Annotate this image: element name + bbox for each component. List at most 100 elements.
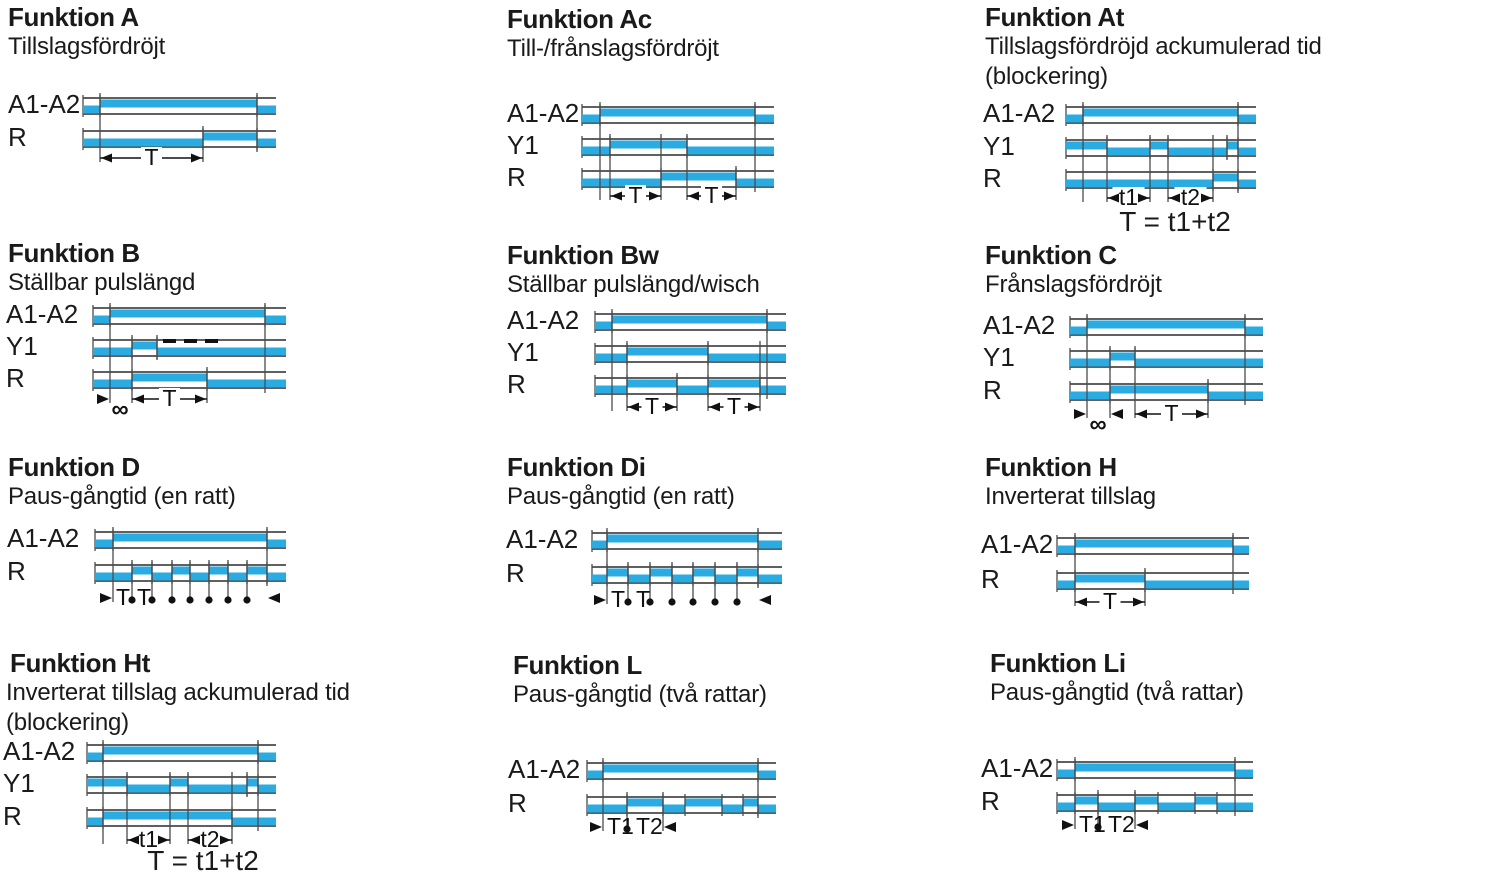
funktion-bw-title: Funktion Bw (507, 240, 659, 270)
signal-label: R (506, 558, 525, 588)
time-dimension-label: T (704, 182, 718, 208)
interval-dot-icon (148, 596, 156, 604)
signal-label: A1-A2 (981, 753, 1053, 783)
funktion-li-subtitle: Paus-gångtid (två rattar) (990, 679, 1244, 706)
signal-label: A1-A2 (7, 523, 79, 553)
funktion-c-subtitle: Frånslagsfördröjt (985, 271, 1162, 298)
accumulated-time-formula: T = t1+t2 (147, 845, 259, 876)
funktion-at-subtitle: Tillslagsfördröjd ackumulerad tid (985, 33, 1322, 60)
interval-dot-icon (186, 596, 194, 604)
signal-label: A1-A2 (507, 98, 579, 128)
signal-label: R (507, 162, 526, 192)
funktion-ac-title: Funktion Ac (507, 4, 652, 34)
arrow-right-icon (1138, 193, 1149, 203)
interval-dot-icon (205, 596, 213, 604)
signal-label: A1-A2 (506, 524, 578, 554)
funktion-b-subtitle: Ställbar pulslängd (8, 269, 196, 296)
time-dimension-label: T2 (1108, 811, 1135, 837)
time-dimension-label: T (1164, 400, 1178, 426)
signal-label: Y1 (983, 342, 1015, 372)
funktion-ht-subtitle-2: (blockering) (6, 709, 129, 736)
arrow-left-icon (128, 835, 139, 845)
time-dimension-label: T1 (607, 813, 634, 839)
arrow-right-icon (649, 191, 660, 201)
arrow-left-icon (101, 153, 112, 163)
arrow-right-icon (590, 822, 602, 832)
arrow-left-icon (628, 402, 639, 412)
funktion-a-title: Funktion A (8, 2, 139, 32)
funktion-l-diagram: A1-A2 R T1 T2 (508, 754, 776, 839)
interval-dot-icon (243, 596, 251, 604)
interval-dot-icon (711, 598, 719, 606)
interval-dot-icon (224, 596, 232, 604)
arrow-right-icon (1201, 193, 1212, 203)
arrow-left-icon (1076, 597, 1087, 607)
funktion-h-card: Funktion H Inverterat tillslag (985, 452, 1156, 512)
funktion-ac-subtitle: Till-/frånslagsfördröjt (507, 35, 719, 62)
funktion-li-diagram: A1-A2R T1 T2 (981, 753, 1253, 837)
funktion-h-diagram: A1-A2 R T (981, 529, 1249, 614)
interval-dot-icon (623, 825, 631, 833)
time-dimension-label: T (162, 385, 176, 411)
infinity-icon: ∞ (111, 396, 128, 423)
funktion-c-card: Funktion C Frånslagsfördröjt (985, 240, 1162, 300)
funktion-at-title: Funktion At (985, 2, 1125, 32)
funktion-ht-subtitle: Inverterat tillslag ackumulerad tid (6, 679, 350, 706)
arrow-right-icon (220, 835, 231, 845)
funktion-l-card: Funktion L Paus-gångtid (två rattar) (513, 650, 767, 710)
signal-label: Y1 (983, 131, 1015, 161)
arrow-left-icon (268, 593, 280, 603)
interval-dot-icon (1094, 823, 1102, 831)
funktion-h-title: Funktion H (985, 452, 1117, 482)
signal-label: A1-A2 (3, 736, 75, 766)
arrow-left-icon (1136, 409, 1147, 419)
funktion-b-title: Funktion B (8, 238, 140, 268)
arrow-right-icon (191, 153, 202, 163)
funktion-li-card: Funktion Li Paus-gångtid (två rattar) (990, 648, 1244, 708)
signal-label: Y1 (507, 337, 539, 367)
interval-dot-icon (624, 598, 632, 606)
time-dimension-label: T (144, 144, 158, 170)
time-dimension-label: t2 (200, 826, 219, 852)
time-dimension-label: T (628, 182, 642, 208)
signal-label: R (983, 163, 1002, 193)
arrow-right-icon (665, 402, 676, 412)
time-dimension-label: T1 (1079, 811, 1106, 837)
arrow-left-icon (189, 835, 200, 845)
interval-dot-icon (668, 598, 676, 606)
time-dimension-label: t2 (1181, 184, 1200, 210)
signal-label: R (7, 556, 26, 586)
funktion-ht-card: Funktion Ht Inverterat tillslag ackumule… (6, 648, 350, 738)
funktion-d-diagram: A1-A2R T T (7, 523, 286, 610)
arrow-right-icon (97, 394, 109, 404)
arrow-left-icon (611, 191, 622, 201)
arrow-right-icon (158, 835, 169, 845)
arrow-right-icon (748, 402, 759, 412)
funktion-bw-subtitle: Ställbar pulslängd/wisch (507, 271, 760, 298)
funktion-b-card: Funktion B Ställbar pulslängd (8, 238, 195, 298)
arrow-left-icon (1169, 193, 1180, 203)
time-dimension-label: T2 (636, 813, 663, 839)
funktion-l-title: Funktion L (513, 650, 642, 680)
arrow-left-icon (1111, 409, 1123, 419)
arrow-left-icon (1108, 193, 1119, 203)
funktion-d-title: Funktion D (8, 452, 140, 482)
time-dimension-label: t1 (1119, 184, 1138, 210)
infinity-icon: ∞ (1089, 411, 1106, 438)
signal-label: R (8, 122, 27, 152)
funktion-di-subtitle: Paus-gångtid (en ratt) (507, 483, 735, 510)
interval-dot-icon (646, 598, 654, 606)
interval-dot-icon (168, 596, 176, 604)
funktion-d-subtitle: Paus-gångtid (en ratt) (8, 483, 236, 510)
time-dimension-label: t1 (139, 826, 158, 852)
funktion-a-diagram: A1-A2R T (8, 89, 276, 170)
arrow-right-icon (594, 595, 606, 605)
arrow-right-icon (1074, 409, 1086, 419)
signal-label: Y1 (507, 130, 539, 160)
funktion-at-card: Funktion At Tillslagsfördröjd ackumulera… (985, 2, 1322, 92)
